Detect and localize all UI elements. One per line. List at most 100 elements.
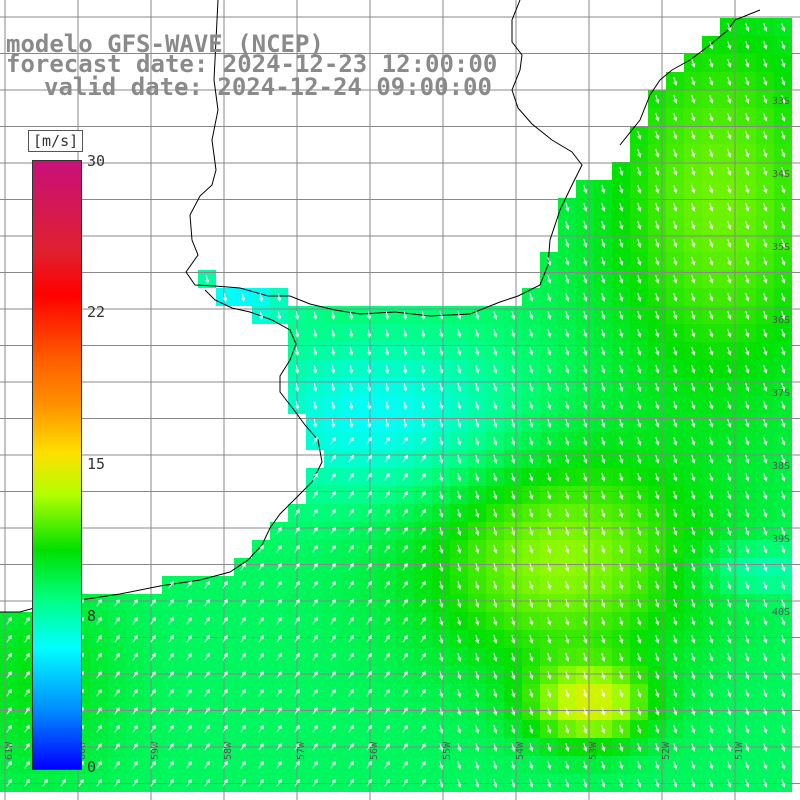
wind-arrow (475, 383, 480, 392)
wind-arrow (114, 742, 120, 751)
wind-arrow (511, 725, 516, 734)
wind-arrow (24, 670, 30, 679)
wind-arrow (763, 311, 768, 320)
wind-arrow (330, 634, 336, 643)
wind-arrow (583, 689, 588, 698)
wind-arrow (258, 742, 264, 751)
wind-arrow (258, 598, 264, 607)
wind-arrow (475, 653, 480, 662)
wind-arrow (402, 526, 408, 535)
wind-arrow (673, 473, 678, 482)
wind-arrow (511, 635, 516, 644)
wind-arrow (655, 527, 660, 536)
wind-arrow (529, 761, 534, 770)
wind-arrow (637, 545, 642, 554)
wind-arrow (709, 365, 714, 374)
wind-arrow (457, 671, 462, 680)
wind-arrow (457, 545, 462, 554)
wind-arrow (385, 346, 390, 356)
wind-arrow (96, 634, 102, 643)
wind-arrow (691, 455, 696, 464)
wind-arrow (348, 580, 354, 589)
wind-arrow (727, 347, 732, 356)
wind-arrow (637, 599, 642, 608)
wind-arrow (763, 95, 768, 104)
wind-arrow (709, 149, 714, 158)
wind-arrow (475, 581, 480, 590)
wind-arrow (673, 455, 678, 464)
wind-arrow (655, 617, 660, 626)
wind-arrow (511, 401, 516, 410)
wind-arrow (727, 563, 732, 572)
wind-arrow (312, 472, 318, 481)
wind-arrow (781, 221, 786, 230)
wind-arrow (745, 581, 750, 590)
wind-arrow (781, 725, 786, 734)
wind-arrow (745, 527, 750, 536)
wind-arrow (673, 743, 678, 752)
wind-arrow (493, 527, 498, 536)
wind-arrow (601, 779, 606, 788)
wind-arrow (601, 707, 606, 716)
wind-arrow (349, 400, 354, 410)
wind-arrow (565, 473, 570, 482)
wind-arrow (745, 653, 750, 662)
wind-arrow (402, 580, 408, 589)
wind-arrow (457, 779, 462, 788)
wind-arrow (763, 77, 768, 86)
wind-arrow (384, 454, 390, 463)
wind-arrow (132, 652, 138, 661)
wind-arrow (601, 689, 606, 698)
wind-arrow (439, 491, 444, 500)
wind-arrow (439, 599, 444, 608)
lon-label: 56W (369, 741, 380, 760)
wind-arrow (114, 778, 120, 787)
wind-arrow (420, 544, 426, 553)
wind-arrow (601, 455, 606, 464)
wind-arrow (655, 563, 660, 572)
wind-arrow (295, 400, 300, 410)
wind-arrow (384, 562, 390, 571)
wind-arrow (601, 365, 606, 374)
wind-arrow (583, 617, 588, 626)
wind-arrow (745, 167, 750, 176)
wind-arrow (24, 688, 30, 697)
wind-arrow (781, 563, 786, 572)
wind-arrow (583, 779, 588, 788)
wind-arrow (402, 490, 408, 499)
wind-arrow (312, 526, 318, 535)
wind-arrow (295, 328, 300, 338)
wind-arrow (385, 310, 390, 320)
wind-arrow (655, 95, 660, 104)
wind-arrow (547, 419, 552, 428)
wind-arrow (529, 725, 534, 734)
wind-arrow (637, 383, 642, 392)
wind-arrow (709, 743, 714, 752)
lat-label: 40S (772, 607, 790, 618)
wind-arrow (475, 545, 480, 554)
wind-arrow (420, 472, 426, 481)
wind-arrow (673, 149, 678, 158)
wind-arrow (313, 418, 318, 428)
wind-arrow (547, 563, 552, 572)
wind-arrow (673, 185, 678, 194)
wind-arrow (150, 616, 156, 625)
wind-arrow (96, 706, 102, 715)
wind-arrow (420, 688, 426, 697)
wind-arrow (384, 652, 390, 661)
wind-arrow (655, 239, 660, 248)
wind-arrow (691, 581, 696, 590)
wind-arrow (637, 347, 642, 356)
wind-arrow (385, 382, 390, 392)
model-title: modelo GFS-WAVE (NCEP) (6, 30, 324, 58)
wind-arrow (745, 743, 750, 752)
wind-arrow (727, 41, 732, 50)
wind-arrow (745, 707, 750, 716)
wind-arrow (529, 545, 534, 554)
wind-arrow (402, 742, 408, 751)
wind-arrow (240, 598, 246, 607)
wind-arrow (348, 634, 354, 643)
wind-arrow (727, 689, 732, 698)
wind-arrow (294, 616, 300, 625)
wind-arrow (348, 616, 354, 625)
